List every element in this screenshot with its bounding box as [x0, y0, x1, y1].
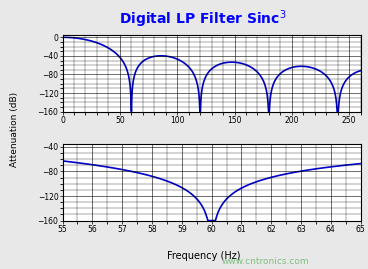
Text: Attenuation (dB): Attenuation (dB): [10, 91, 19, 167]
Text: Digital LP Filter Sinc$^3$: Digital LP Filter Sinc$^3$: [118, 8, 286, 30]
Text: Frequency (Hz): Frequency (Hz): [167, 251, 241, 261]
Text: www.cntronics.com: www.cntronics.com: [221, 257, 309, 266]
